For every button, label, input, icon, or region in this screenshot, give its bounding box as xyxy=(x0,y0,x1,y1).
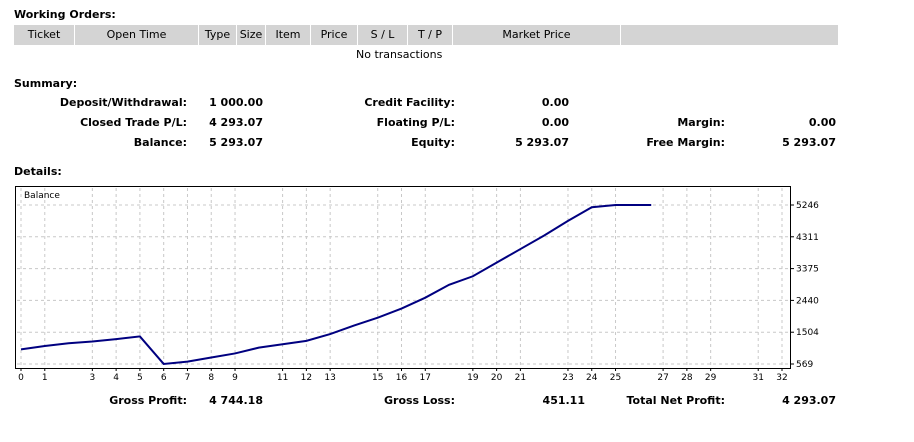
col-type[interactable]: Type xyxy=(199,25,237,45)
col-blank xyxy=(621,25,838,45)
free-margin-value: 5 293.07 xyxy=(782,136,836,149)
gross-loss-value: 451.11 xyxy=(542,394,585,407)
y-tick-label-1: 4311 xyxy=(796,233,819,243)
chart-title: Balance xyxy=(24,191,60,201)
closed-pl-value: 4 293.07 xyxy=(209,116,263,129)
col-open-time[interactable]: Open Time xyxy=(75,25,199,45)
gross-profit-label: Gross Profit: xyxy=(109,394,187,407)
equity-label: Equity: xyxy=(411,136,455,149)
x-tick-label-4: 5 xyxy=(137,373,143,383)
col-ticket[interactable]: Ticket xyxy=(14,25,75,45)
y-tick-label-5: 569 xyxy=(796,360,813,370)
balance-chart: Balance xyxy=(15,186,791,369)
y-tick-label-4: 1504 xyxy=(796,328,819,338)
y-tick-label-3: 2440 xyxy=(796,296,819,306)
col-sl[interactable]: S / L xyxy=(358,25,408,45)
credit-label: Credit Facility: xyxy=(364,96,455,109)
x-tick-label-21: 27 xyxy=(657,373,668,383)
x-tick-label-7: 8 xyxy=(208,373,214,383)
x-tick-label-6: 7 xyxy=(185,373,191,383)
total-net-profit-label: Total Net Profit: xyxy=(626,394,726,407)
x-tick-label-25: 32 xyxy=(776,373,787,383)
x-tick-label-16: 20 xyxy=(491,373,503,383)
x-tick-label-14: 17 xyxy=(420,373,431,383)
floating-label: Floating P/L: xyxy=(376,116,455,129)
x-tick-label-12: 15 xyxy=(372,373,383,383)
col-size[interactable]: Size xyxy=(237,25,266,45)
x-tick-label-11: 13 xyxy=(324,373,335,383)
details-title: Details: xyxy=(14,165,62,178)
x-tick-label-20: 25 xyxy=(610,373,621,383)
x-tick-label-10: 12 xyxy=(301,373,312,383)
x-tick-label-22: 28 xyxy=(681,373,693,383)
balance-chart-plot xyxy=(17,188,789,367)
x-tick-label-5: 6 xyxy=(161,373,167,383)
balance-series-line-0 xyxy=(20,204,652,366)
x-tick-label-2: 3 xyxy=(89,373,95,383)
summary-title: Summary: xyxy=(14,77,78,90)
x-tick-label-8: 9 xyxy=(232,373,238,383)
x-tick-label-17: 21 xyxy=(515,373,526,383)
orders-table-header: Ticket Open Time Type Size Item Price S … xyxy=(14,25,838,45)
y-tick-label-2: 3375 xyxy=(796,265,819,275)
y-tick-label-0: 5246 xyxy=(796,201,819,211)
closed-pl-label: Closed Trade P/L: xyxy=(80,116,187,129)
free-margin-label: Free Margin: xyxy=(646,136,725,149)
total-net-profit-value: 4 293.07 xyxy=(782,394,836,407)
x-tick-label-15: 19 xyxy=(467,373,479,383)
working-orders-title: Working Orders: xyxy=(14,8,116,21)
balance-value: 5 293.07 xyxy=(209,136,263,149)
x-tick-label-23: 29 xyxy=(705,373,717,383)
x-tick-label-3: 4 xyxy=(113,373,119,383)
equity-value: 5 293.07 xyxy=(515,136,569,149)
col-item[interactable]: Item xyxy=(266,25,311,45)
x-tick-label-13: 16 xyxy=(396,373,408,383)
x-tick-label-18: 23 xyxy=(562,373,573,383)
balance-label: Balance: xyxy=(133,136,187,149)
gross-loss-label: Gross Loss: xyxy=(384,394,455,407)
x-tick-label-19: 24 xyxy=(586,373,598,383)
no-transactions-text: No transactions xyxy=(356,48,443,61)
margin-label: Margin: xyxy=(677,116,725,129)
credit-value: 0.00 xyxy=(541,96,569,109)
margin-value: 0.00 xyxy=(808,116,836,129)
deposit-value: 1 000.00 xyxy=(209,96,263,109)
gross-profit-value: 4 744.18 xyxy=(209,394,263,407)
x-tick-label-1: 1 xyxy=(42,373,48,383)
col-market-price[interactable]: Market Price xyxy=(453,25,621,45)
col-tp[interactable]: T / P xyxy=(408,25,453,45)
col-price[interactable]: Price xyxy=(311,25,358,45)
deposit-label: Deposit/Withdrawal: xyxy=(59,96,187,109)
x-tick-label-9: 11 xyxy=(277,373,288,383)
x-tick-label-0: 0 xyxy=(18,373,24,383)
x-tick-label-24: 31 xyxy=(752,373,763,383)
floating-value: 0.00 xyxy=(541,116,569,129)
